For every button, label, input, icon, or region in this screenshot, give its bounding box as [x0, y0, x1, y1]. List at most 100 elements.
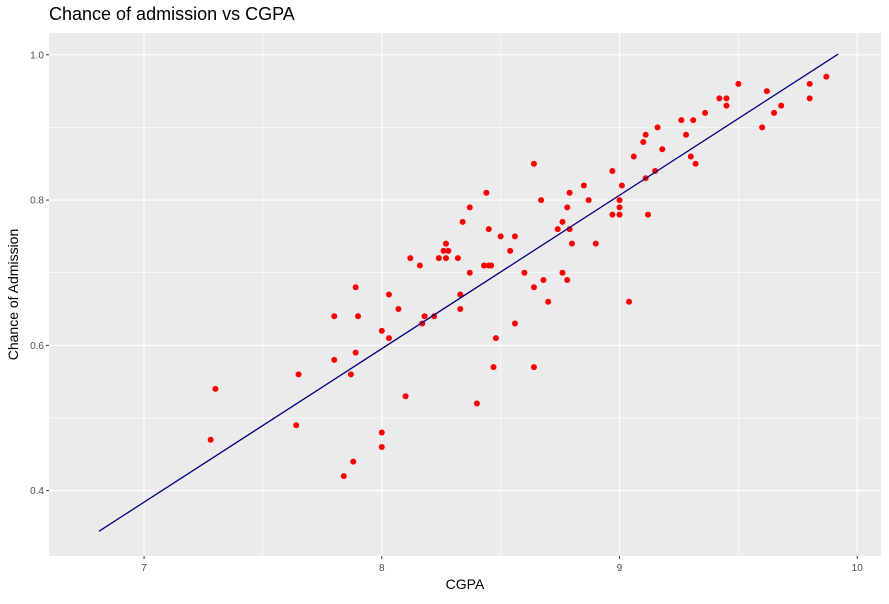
data-point [659, 146, 666, 153]
data-point [823, 73, 830, 80]
data-point [407, 255, 414, 262]
data-point [592, 240, 599, 247]
data-point [566, 189, 573, 196]
y-axis: 0.4 0.6 0.8 1.0 [30, 50, 49, 497]
data-point [609, 168, 616, 175]
data-point [378, 327, 385, 334]
data-point [490, 364, 497, 371]
data-point [778, 102, 785, 109]
data-point [723, 102, 730, 109]
data-point [507, 247, 514, 254]
data-point [295, 371, 302, 378]
x-axis-label: CGPA [446, 576, 485, 592]
data-point [207, 436, 214, 443]
data-point [435, 255, 442, 262]
data-point [492, 335, 499, 342]
data-point [723, 95, 730, 102]
data-point [564, 204, 571, 211]
data-point [618, 182, 625, 189]
data-point [564, 276, 571, 283]
data-point [293, 422, 300, 429]
data-point [483, 189, 490, 196]
data-point [566, 226, 573, 233]
data-point [355, 313, 362, 320]
data-point [378, 444, 385, 451]
x-tick-label: 10 [852, 563, 864, 574]
data-point [212, 385, 219, 392]
regression-line [98, 53, 839, 532]
data-point [538, 197, 545, 204]
x-tick-label: 8 [379, 563, 385, 574]
y-axis-label: Chance of Admission [5, 229, 21, 361]
data-point [687, 153, 694, 160]
data-point [445, 247, 452, 254]
data-point [466, 204, 473, 211]
data-point [457, 291, 464, 298]
data-point [530, 364, 537, 371]
data-point [497, 233, 504, 240]
data-point [530, 284, 537, 291]
x-axis: 7 8 9 10 [141, 556, 863, 574]
data-point [716, 95, 723, 102]
data-point [481, 262, 488, 269]
data-point [554, 226, 561, 233]
data-point [421, 313, 428, 320]
grid-major [49, 33, 881, 556]
data-point [763, 88, 770, 95]
x-tick-label: 9 [617, 563, 623, 574]
grid-minor [49, 33, 881, 556]
data-point [630, 153, 637, 160]
data-point [626, 298, 633, 305]
data-point [559, 218, 566, 225]
y-tick-label: 0.8 [30, 196, 44, 207]
data-point [645, 211, 652, 218]
data-point [585, 197, 592, 204]
data-point [385, 335, 392, 342]
data-point [616, 197, 623, 204]
data-point [457, 306, 464, 313]
data-point [331, 356, 338, 363]
data-point [616, 204, 623, 211]
data-point [806, 95, 813, 102]
data-point [806, 80, 813, 87]
data-point [616, 211, 623, 218]
y-tick-label: 0.6 [30, 341, 44, 352]
data-point [488, 262, 495, 269]
data-point [473, 400, 480, 407]
data-point [466, 269, 473, 276]
data-point [678, 117, 685, 124]
data-point [485, 226, 492, 233]
data-point [352, 349, 359, 356]
data-point [378, 429, 385, 436]
data-point [759, 124, 766, 131]
x-tick-label: 7 [141, 563, 147, 574]
data-point [395, 306, 402, 313]
data-point [771, 109, 778, 116]
data-point [702, 109, 709, 116]
data-point [385, 291, 392, 298]
data-point [340, 473, 347, 480]
data-point [692, 160, 699, 167]
data-point [580, 182, 587, 189]
data-point [416, 262, 423, 269]
data-point [431, 313, 438, 320]
data-point [735, 80, 742, 87]
data-point [350, 458, 357, 465]
data-point [545, 298, 552, 305]
data-point [511, 233, 518, 240]
data-point [511, 320, 518, 327]
data-point [530, 160, 537, 167]
data-point [440, 247, 447, 254]
data-point [347, 371, 354, 378]
chart-title: Chance of admission vs CGPA [49, 4, 295, 24]
data-point [540, 276, 547, 283]
data-point [442, 255, 449, 262]
data-point [642, 131, 649, 138]
data-point [442, 240, 449, 247]
data-point [683, 131, 690, 138]
y-tick-label: 1.0 [30, 50, 44, 61]
data-point [402, 393, 409, 400]
data-point [521, 269, 528, 276]
